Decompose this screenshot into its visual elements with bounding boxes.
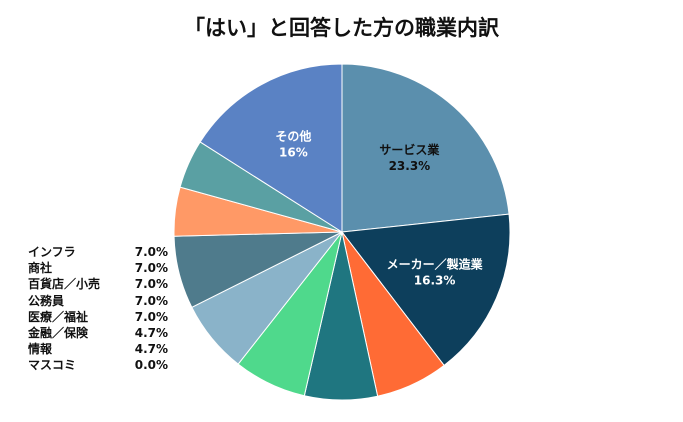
slice-label-11: その他	[275, 129, 311, 144]
legend-value: 7.0%	[134, 261, 168, 276]
legend: インフラ 7.0% 商社 7.0% 百貨店／小売 7.0% 公務員 7.0% 医療／福祉 7.0%…	[28, 244, 168, 374]
legend-label: 百貨店／小売	[28, 277, 101, 292]
legend-label: 情報	[28, 342, 53, 357]
slice-value-2: 16.3%	[414, 274, 456, 288]
legend-label: 公務員	[28, 293, 65, 308]
legend-label: 商社	[28, 261, 53, 276]
legend-value: 4.7%	[134, 342, 168, 357]
legend-value: 0.0%	[134, 358, 168, 373]
legend-item-1: インフラ 7.0%	[28, 244, 168, 260]
legend-label: 金融／保険	[28, 326, 89, 341]
pie-slice-2	[341, 213, 511, 367]
slice-value-1: 23.3%	[389, 159, 431, 173]
legend-label: 医療／福祉	[28, 309, 89, 324]
slice-value-11: 16%	[279, 146, 308, 160]
legend-item-6: 金融／保険 4.7%	[28, 325, 168, 341]
legend-item-5: 医療／福祉 7.0%	[28, 309, 168, 325]
legend-item-7: 情報 4.7%	[28, 341, 168, 357]
legend-item-2: 商社 7.0%	[28, 260, 168, 276]
legend-value: 7.0%	[134, 245, 168, 259]
legend-label: マスコミ	[28, 358, 77, 373]
slice-label-2: メーカー／製造業	[387, 257, 484, 272]
legend-value: 7.0%	[134, 293, 168, 308]
legend-value: 4.7%	[134, 326, 168, 341]
pie-slice-1	[341, 63, 510, 233]
chart-title: 「はい」と回答した方の職業内訳	[184, 16, 499, 40]
legend-item-3: 百貨店／小売 7.0%	[28, 276, 168, 292]
legend-item-4: 公務員 7.0%	[28, 293, 168, 309]
legend-label: インフラ	[28, 245, 76, 259]
pie-slice-11	[199, 63, 343, 233]
legend-value: 7.0%	[134, 277, 168, 292]
legend-item-8: マスコミ 0.0%	[28, 357, 168, 373]
slice-label-1: サービス業	[379, 142, 440, 157]
legend-value: 7.0%	[134, 309, 168, 324]
